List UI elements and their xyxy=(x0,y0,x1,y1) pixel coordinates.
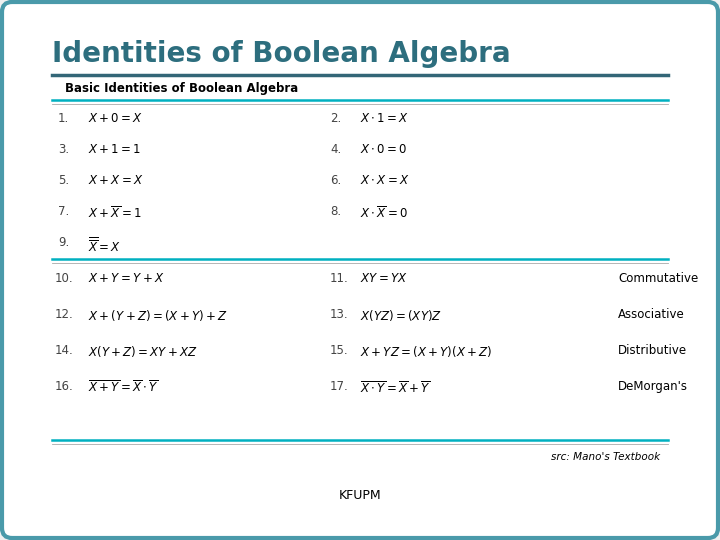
Text: 10.: 10. xyxy=(55,272,73,285)
Text: 16.: 16. xyxy=(55,380,73,393)
Text: $X(YZ)=(XY)Z$: $X(YZ)=(XY)Z$ xyxy=(360,308,442,323)
Text: src: Mano's Textbook: src: Mano's Textbook xyxy=(551,452,660,462)
Text: 9.: 9. xyxy=(58,236,69,249)
Text: $X+1=1$: $X+1=1$ xyxy=(88,143,141,156)
Text: $X+0=X$: $X+0=X$ xyxy=(88,112,143,125)
Text: 17.: 17. xyxy=(330,380,348,393)
Text: Distributive: Distributive xyxy=(618,344,687,357)
Text: $X+X=X$: $X+X=X$ xyxy=(88,174,144,187)
Text: KFUPM: KFUPM xyxy=(338,489,382,502)
Text: $X\cdot0=0$: $X\cdot0=0$ xyxy=(360,143,408,156)
Text: 3.: 3. xyxy=(58,143,69,156)
Text: 6.: 6. xyxy=(330,174,341,187)
Text: 14.: 14. xyxy=(55,344,73,357)
Text: 5.: 5. xyxy=(58,174,69,187)
Text: Basic Identities of Boolean Algebra: Basic Identities of Boolean Algebra xyxy=(65,82,298,95)
Text: DeMorgan's: DeMorgan's xyxy=(618,380,688,393)
Text: $X\cdot\overline{X}=0$: $X\cdot\overline{X}=0$ xyxy=(360,205,408,221)
Text: $X+(Y+Z)=(X+Y)+Z$: $X+(Y+Z)=(X+Y)+Z$ xyxy=(88,308,228,323)
Text: 15.: 15. xyxy=(330,344,348,357)
Text: $X+Y=Y+X$: $X+Y=Y+X$ xyxy=(88,272,164,285)
Text: $X(Y+Z)=XY+XZ$: $X(Y+Z)=XY+XZ$ xyxy=(88,344,198,359)
Text: $X+\overline{X}=1$: $X+\overline{X}=1$ xyxy=(88,205,142,221)
Text: Associative: Associative xyxy=(618,308,685,321)
Text: Commutative: Commutative xyxy=(618,272,698,285)
Text: 11.: 11. xyxy=(330,272,348,285)
Text: $X\cdot1=X$: $X\cdot1=X$ xyxy=(360,112,409,125)
Text: $\overline{X\cdot Y}=\overline{X}+\overline{Y}$: $\overline{X\cdot Y}=\overline{X}+\overl… xyxy=(360,380,431,396)
Text: 7.: 7. xyxy=(58,205,69,218)
Text: $XY=YX$: $XY=YX$ xyxy=(360,272,408,285)
Text: 13.: 13. xyxy=(330,308,348,321)
Text: 4.: 4. xyxy=(330,143,341,156)
Text: 2.: 2. xyxy=(330,112,341,125)
Text: $X\cdot X=X$: $X\cdot X=X$ xyxy=(360,174,410,187)
Text: $\overline{X+Y}=\overline{X}\cdot\overline{Y}$: $\overline{X+Y}=\overline{X}\cdot\overli… xyxy=(88,380,159,396)
Text: $X+YZ=(X+Y)(X+Z)$: $X+YZ=(X+Y)(X+Z)$ xyxy=(360,344,492,359)
Text: 8.: 8. xyxy=(330,205,341,218)
Text: Identities of Boolean Algebra: Identities of Boolean Algebra xyxy=(52,40,510,68)
Text: $\overline{\overline{X}}=X$: $\overline{\overline{X}}=X$ xyxy=(88,236,121,255)
Text: 1.: 1. xyxy=(58,112,69,125)
Text: 12.: 12. xyxy=(55,308,73,321)
